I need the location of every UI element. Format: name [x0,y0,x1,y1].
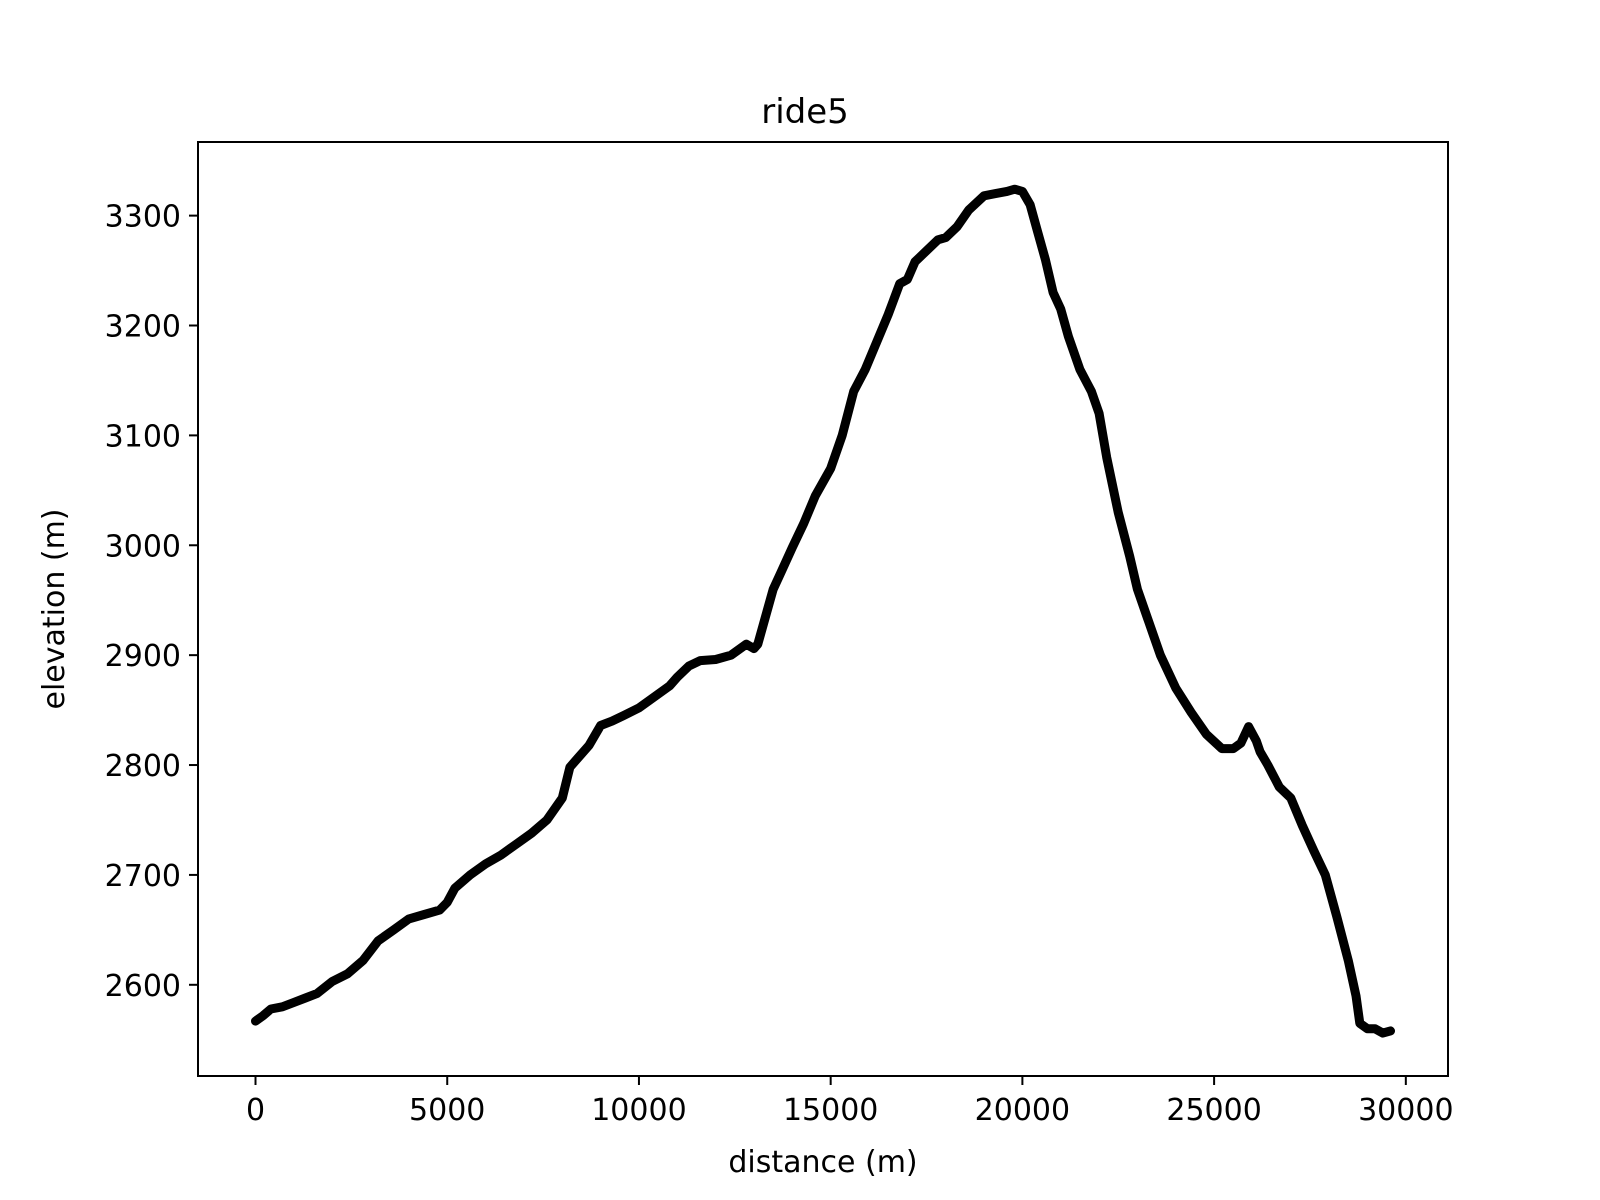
x-tick-label: 25000 [1166,1093,1261,1128]
y-tick-label: 2800 [105,749,181,784]
x-tick-label: 30000 [1358,1093,1453,1128]
y-tick-label: 3200 [105,310,181,345]
x-axis-label: distance (m) [728,1145,917,1180]
x-tick-label: 5000 [409,1093,485,1128]
y-tick-label: 2700 [105,859,181,894]
x-tick-label: 20000 [975,1093,1070,1128]
y-axis-label: elevation (m) [37,508,72,709]
y-tick-label: 3100 [105,419,181,454]
y-tick-label: 2900 [105,639,181,674]
chart-title: ride5 [761,92,849,132]
x-axis: 0 5000 10000 15000 20000 25000 30000 [246,1076,1454,1128]
y-tick-label: 3000 [105,529,181,564]
x-tick-label: 0 [246,1093,265,1128]
y-tick-label: 2600 [105,969,181,1004]
x-tick-label: 15000 [783,1093,878,1128]
y-tick-label: 3300 [105,200,181,235]
series-line [251,184,1395,1038]
plot-area [197,141,1449,1077]
y-axis: 2600 2700 2800 2900 3000 3100 3200 3300 [105,200,198,1004]
axes-frame [197,141,1449,1077]
x-tick-label: 10000 [591,1093,686,1128]
